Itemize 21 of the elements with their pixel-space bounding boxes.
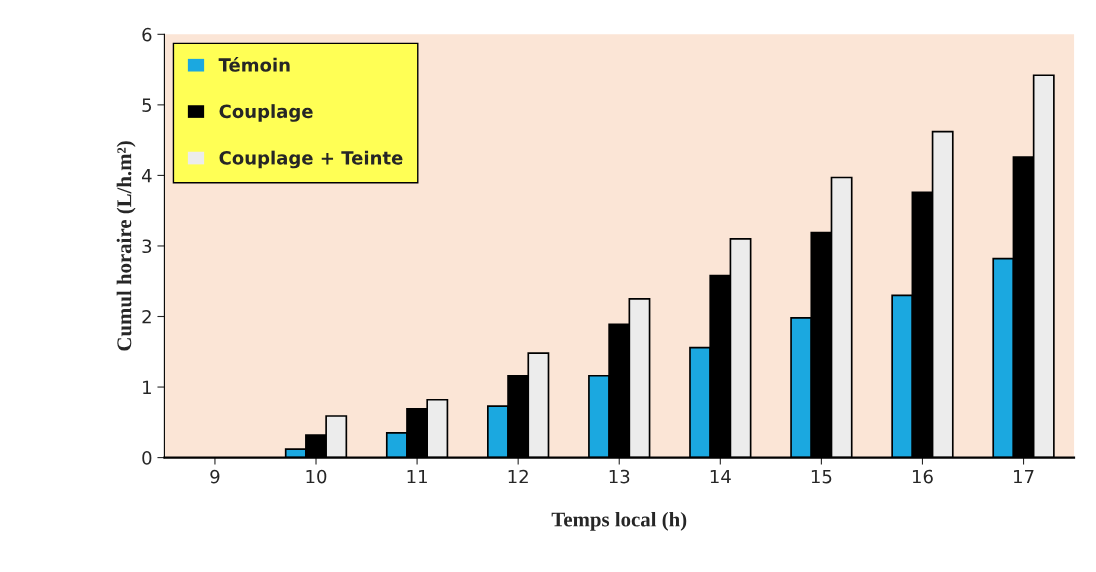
- y-tick-label: 3: [142, 239, 152, 254]
- legend-label: Couplage: [219, 104, 313, 122]
- legend-label: Témoin: [218, 57, 290, 72]
- x-tick-label: 13: [609, 469, 630, 484]
- x-tick-label: 17: [1014, 469, 1034, 484]
- x-tick-label: 10: [306, 469, 327, 484]
- y-tick-label: 2: [142, 309, 151, 324]
- x-tick-label: 11: [407, 469, 427, 484]
- y-tick-label: 0: [142, 451, 152, 465]
- y-tick-label: 5: [142, 98, 152, 112]
- y-tick-label: 6: [142, 27, 152, 42]
- x-tick-label: 12: [508, 469, 528, 484]
- x-tick-label: 9: [210, 469, 220, 484]
- y-tick-label: 4: [141, 169, 152, 183]
- x-tick-label: 15: [811, 469, 832, 484]
- legend-label: Couplage + Teinte: [219, 150, 403, 169]
- x-tick-label: 16: [912, 469, 933, 484]
- x-tick-label: 14: [710, 469, 731, 484]
- x-axis-title: Temps local (h): [551, 511, 687, 531]
- y-axis-title: Cumul horaire (L/h.m²): [116, 141, 136, 351]
- y-tick-label: 1: [143, 380, 151, 394]
